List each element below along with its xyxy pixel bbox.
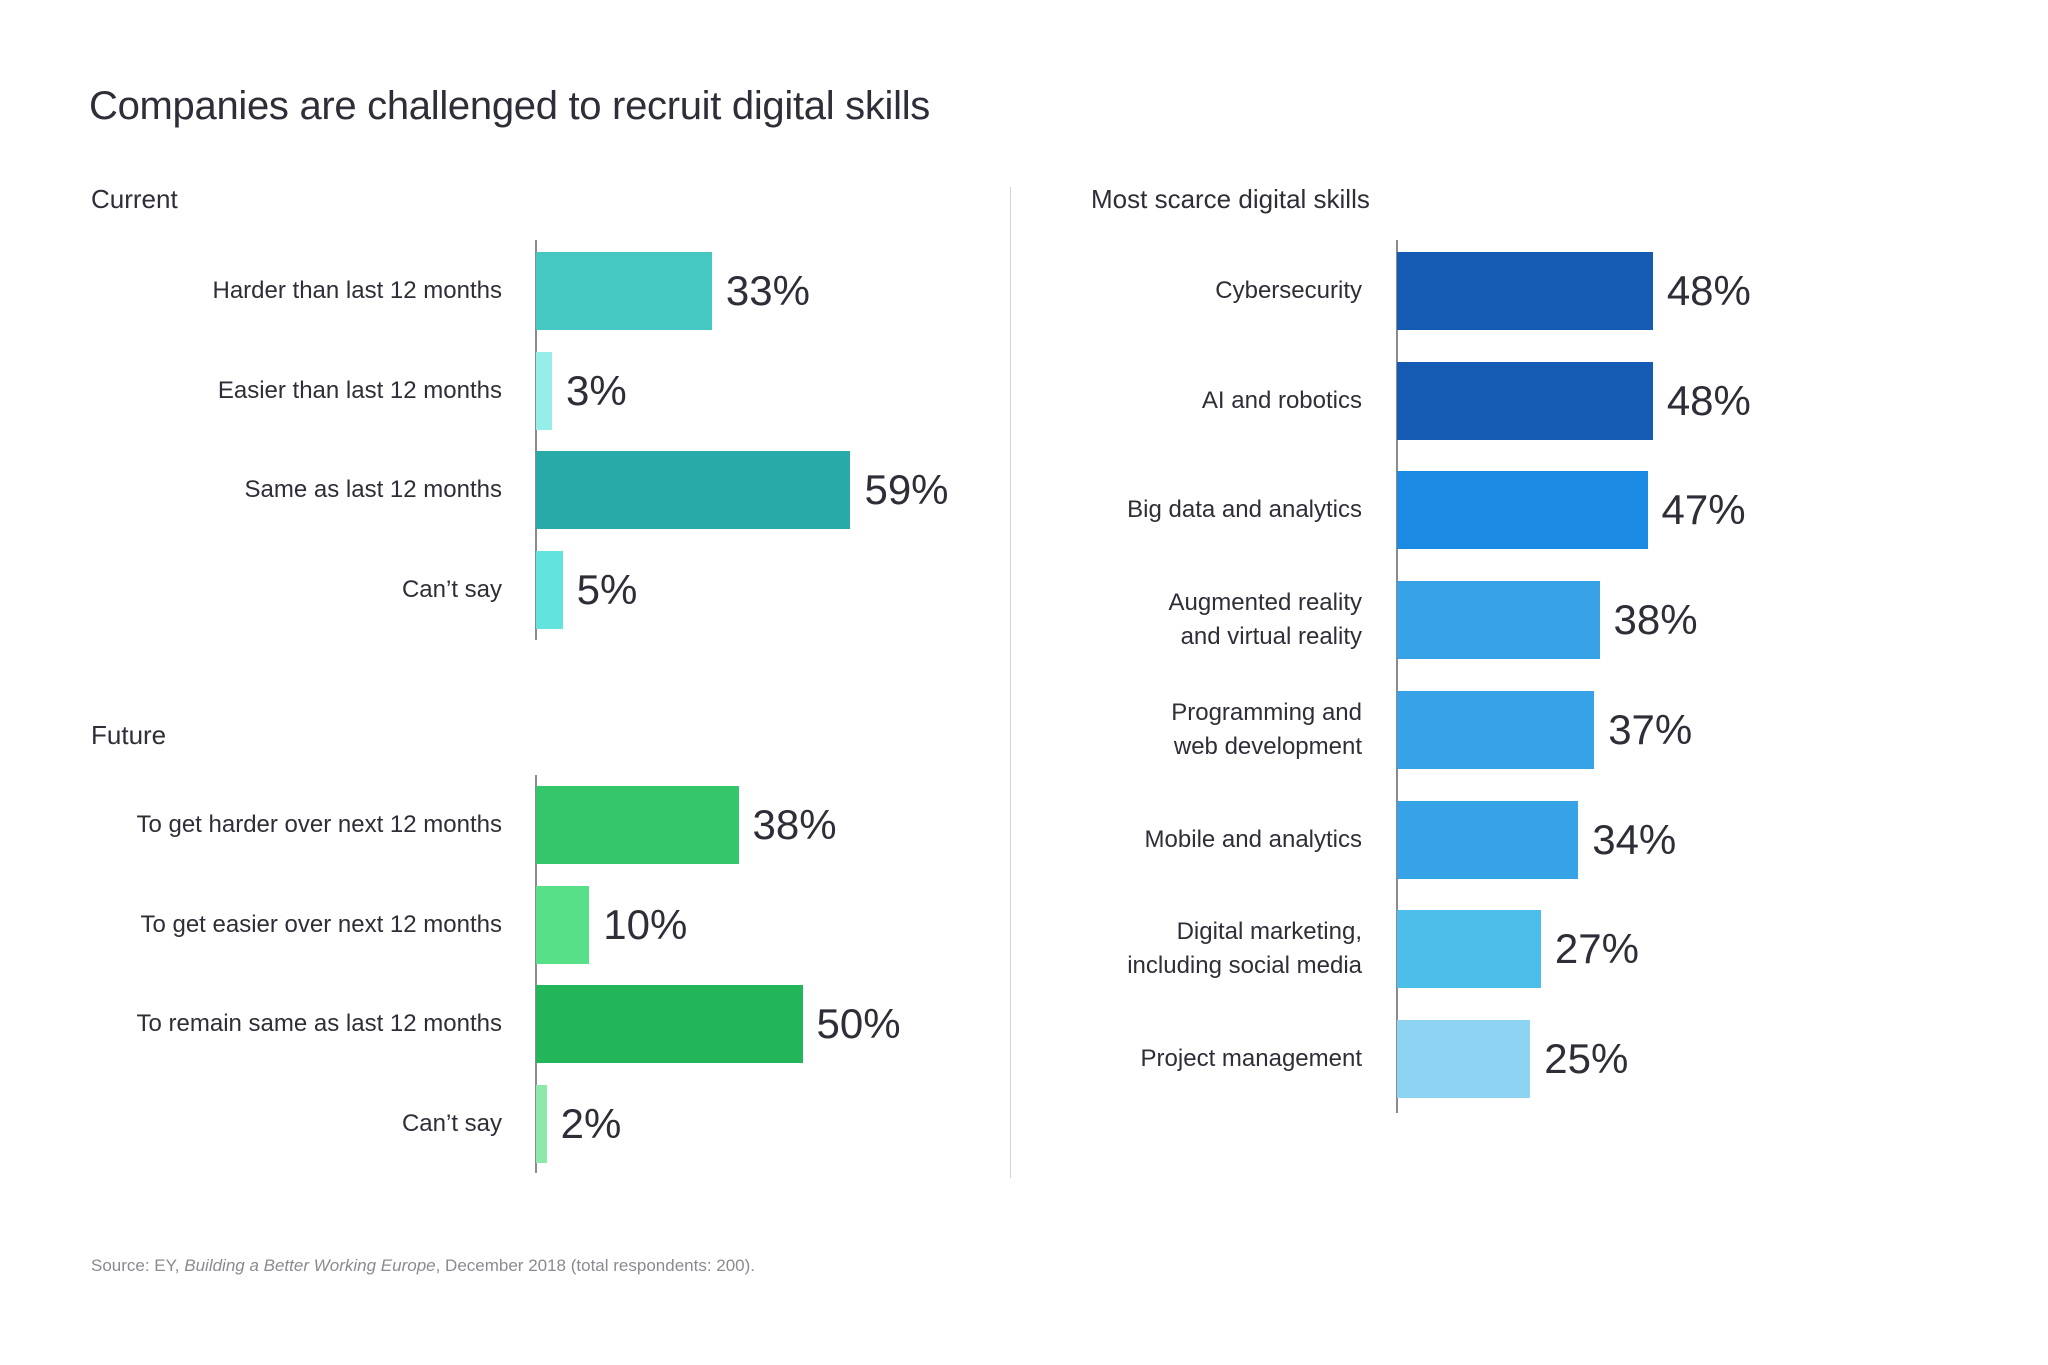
value-label: 25% <box>1544 1034 1629 1082</box>
value-label: 50% <box>816 1000 901 1047</box>
bar <box>536 252 712 330</box>
bar <box>536 451 851 529</box>
category-label: Augmented reality and virtual reality <box>1168 589 1362 651</box>
chart-title: Companies are challenged to recruit digi… <box>89 84 930 128</box>
category-label: To remain same as last 12 months <box>136 1010 503 1037</box>
bar <box>1397 1019 1531 1098</box>
source-suffix: , December 2018 (total respondents: 200)… <box>435 1256 756 1275</box>
source-publication: Building a Better Working Europe <box>184 1256 436 1275</box>
category-label: Easier than last 12 months <box>217 376 502 404</box>
category-label: Can’t say <box>401 1109 502 1137</box>
category-label: Programming and web development <box>1171 698 1362 760</box>
category-label: Same as last 12 months <box>244 476 502 503</box>
bar <box>1397 252 1653 330</box>
category-label: Digital marketing, including social media <box>1127 918 1362 980</box>
category-label: Cybersecurity <box>1215 277 1362 304</box>
value-label: 48% <box>1666 267 1751 314</box>
value-label: 33% <box>725 267 810 314</box>
bar <box>1397 910 1541 989</box>
axis-line <box>535 240 537 640</box>
bar <box>536 885 590 964</box>
source-note: Source: EY, Building a Better Working Eu… <box>91 1256 755 1276</box>
bar <box>1397 471 1648 550</box>
value-label: 5% <box>576 565 638 613</box>
axis-line <box>1396 240 1398 1113</box>
current-heading: Current <box>91 184 178 214</box>
bar <box>1397 361 1653 440</box>
axis-line <box>535 775 537 1173</box>
bar <box>536 1084 547 1163</box>
panel-divider <box>1010 187 1011 1178</box>
category-label: To get easier over next 12 months <box>140 910 502 938</box>
value-label: 48% <box>1666 376 1751 424</box>
bar <box>1397 581 1600 660</box>
category-label: AI and robotics <box>1201 386 1362 414</box>
value-label: 37% <box>1608 705 1693 753</box>
source-prefix: Source: EY, <box>91 1256 185 1275</box>
category-label: Harder than last 12 months <box>212 277 503 304</box>
bar <box>536 550 563 629</box>
value-label: 38% <box>752 801 837 848</box>
category-label: Project management <box>1140 1044 1362 1072</box>
value-label: 38% <box>1613 596 1698 644</box>
category-label: Mobile and analytics <box>1144 825 1362 853</box>
value-label: 34% <box>1592 815 1677 863</box>
bar <box>536 985 803 1063</box>
bar <box>1397 690 1595 769</box>
bar <box>536 351 552 430</box>
value-label: 59% <box>864 466 949 513</box>
category-label: Can’t say <box>401 575 502 603</box>
bar <box>1397 800 1579 879</box>
future-heading: Future <box>91 720 167 750</box>
bar <box>536 786 739 864</box>
category-label: Big data and analytics <box>1127 496 1362 524</box>
value-label: 10% <box>603 900 688 948</box>
value-label: 2% <box>560 1099 622 1147</box>
value-label: 27% <box>1554 925 1639 973</box>
value-label: 47% <box>1661 486 1746 534</box>
scarce-skills-heading: Most scarce digital skills <box>1091 184 1370 214</box>
value-label: 3% <box>565 366 627 414</box>
category-label: To get harder over next 12 months <box>136 811 502 838</box>
